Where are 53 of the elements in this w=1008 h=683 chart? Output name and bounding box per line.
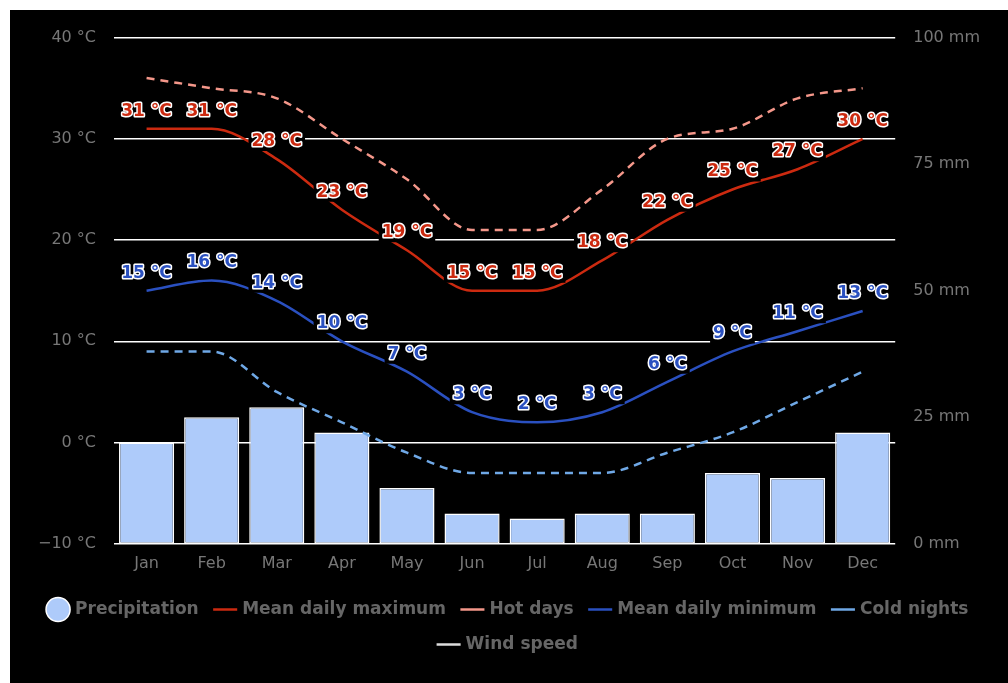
- x-tick-label: Jun: [458, 552, 485, 572]
- x-tick-label: Dec: [847, 552, 879, 572]
- data-label: 16 °C: [186, 251, 237, 272]
- x-tick-label: Jul: [526, 552, 547, 572]
- legend-label: Wind speed: [465, 632, 578, 653]
- legend-label: Mean daily minimum: [617, 597, 817, 618]
- data-label: 19 °C: [381, 221, 433, 242]
- data-label: 13 °C: [837, 281, 888, 302]
- x-tick-label: Jan: [133, 552, 159, 572]
- data-label: 25 °C: [707, 160, 758, 181]
- data-label: 15 °C: [511, 261, 563, 282]
- data-label: 15 °C: [446, 261, 498, 282]
- data-label: 7 °C: [387, 342, 427, 363]
- legend-label: Precipitation: [75, 597, 199, 618]
- x-tick-label: Feb: [197, 552, 226, 572]
- data-label: 23 °C: [316, 180, 368, 201]
- y2-tick-label: 75 mm: [913, 153, 970, 173]
- y-tick-label: 40 °C: [51, 26, 97, 46]
- data-label: 31 °C: [121, 99, 172, 120]
- data-label: 28 °C: [251, 130, 303, 151]
- data-label: 2 °C: [517, 393, 557, 414]
- data-label: 10 °C: [316, 312, 368, 333]
- y-tick-label: 0 °C: [61, 431, 97, 451]
- data-label: 30 °C: [837, 109, 888, 130]
- y2-tick-label: 0 mm: [913, 532, 960, 552]
- x-tick-label: Mar: [261, 552, 293, 572]
- legend-label: Hot days: [489, 597, 574, 618]
- data-label: 11 °C: [772, 302, 823, 323]
- x-tick-label: Apr: [328, 552, 357, 572]
- x-tick-label: May: [390, 552, 424, 572]
- data-label: 6 °C: [647, 352, 687, 373]
- x-tick-label: Sep: [652, 552, 683, 572]
- data-label: 18 °C: [576, 231, 628, 252]
- y-tick-label: 30 °C: [51, 128, 97, 147]
- data-label: 15 °C: [121, 261, 172, 282]
- data-label: 14 °C: [251, 271, 303, 292]
- x-tick-label: Aug: [586, 552, 618, 572]
- data-label: 22 °C: [642, 190, 693, 211]
- data-label: 31 °C: [186, 99, 237, 120]
- y-tick-label: 20 °C: [51, 229, 97, 249]
- x-tick-label: Oct: [718, 552, 747, 572]
- y-tick-label: 10 °C: [51, 330, 97, 350]
- data-label: 27 °C: [772, 140, 823, 161]
- y2-tick-label: 50 mm: [913, 279, 970, 299]
- data-label: 3 °C: [452, 383, 492, 404]
- legend-label: Mean daily maximum: [242, 597, 446, 618]
- y2-tick-label: 100 mm: [913, 26, 980, 46]
- data-label: 3 °C: [582, 383, 622, 404]
- legend-label: Cold nights: [859, 597, 969, 618]
- y-tick-label: −10 °C: [37, 532, 97, 552]
- data-label: 9 °C: [713, 322, 752, 343]
- x-tick-label: Nov: [781, 552, 814, 572]
- y2-tick-label: 25 mm: [913, 406, 970, 426]
